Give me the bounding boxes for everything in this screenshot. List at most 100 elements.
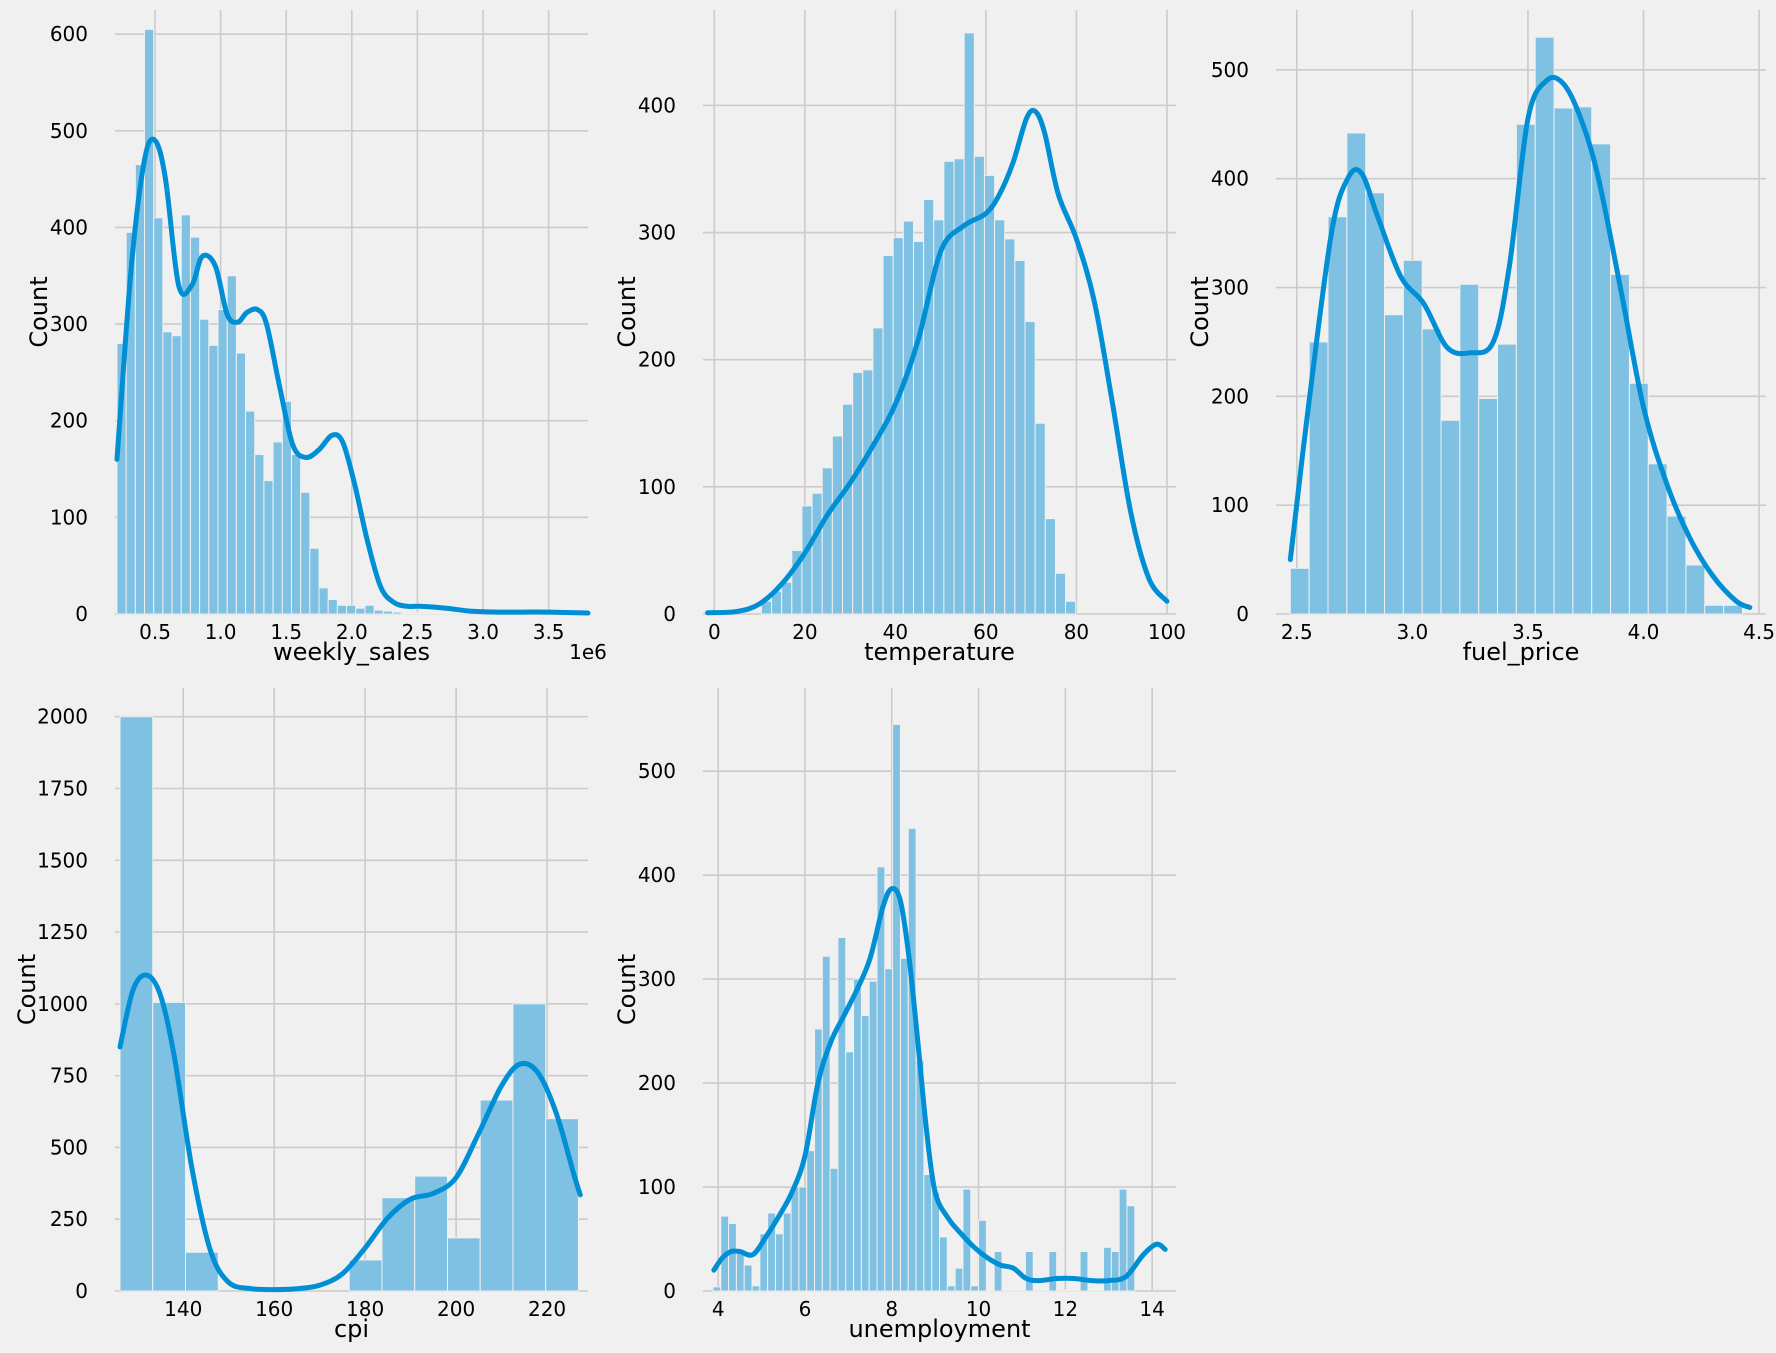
histogram-bar bbox=[1065, 600, 1077, 615]
histogram-bar bbox=[1478, 398, 1499, 615]
x-axis-label: fuel_price bbox=[1463, 638, 1580, 666]
histogram-panel-unemployment: 4 6 8 10 12 14 0 100 200 300 400 500 unemployment Cou… bbox=[613, 688, 1176, 1343]
y-tick-label: 1750 bbox=[37, 777, 88, 801]
histogram-bar bbox=[811, 492, 823, 615]
histogram-bar bbox=[1647, 463, 1668, 615]
histogram-bar bbox=[180, 214, 191, 615]
x-tick-label: 4.0 bbox=[1628, 620, 1660, 644]
histogram-bar bbox=[235, 352, 247, 615]
histogram-bar bbox=[923, 198, 935, 615]
histogram-bar bbox=[1071, 1289, 1081, 1292]
histogram-bar bbox=[907, 827, 917, 1292]
histogram-bar bbox=[1040, 1289, 1050, 1292]
histogram-bar bbox=[1095, 1289, 1105, 1292]
histogram-bar bbox=[821, 955, 831, 1292]
y-tick-label: 200 bbox=[638, 1071, 676, 1095]
y-tick-label: 400 bbox=[50, 215, 88, 239]
histogram-bar bbox=[882, 254, 894, 615]
y-tick-label: 400 bbox=[638, 863, 676, 887]
histogram-bar bbox=[806, 1150, 816, 1292]
histogram-bar bbox=[1553, 107, 1574, 615]
histogram-bar bbox=[447, 612, 458, 615]
histogram-bar bbox=[837, 937, 847, 1292]
histogram-bar bbox=[842, 403, 854, 615]
histogram-bar bbox=[318, 587, 329, 615]
histogram-bar bbox=[899, 957, 909, 1292]
y-tick-label: 300 bbox=[1211, 276, 1249, 300]
histogram-panel-weekly-sales: 0.5 1.0 1.5 2.0 2.5 3.0 3.5 0 100 200 300 400 500 600… bbox=[25, 10, 607, 666]
histogram-bar bbox=[751, 1285, 761, 1292]
histogram-bar bbox=[373, 609, 384, 615]
histogram-bar bbox=[1440, 419, 1461, 615]
histogram-bar bbox=[1384, 314, 1404, 615]
histogram-bar bbox=[1459, 283, 1480, 615]
histogram-bar bbox=[479, 1099, 514, 1292]
histogram-bar bbox=[1014, 260, 1026, 615]
histogram-bar bbox=[1110, 1250, 1120, 1292]
x-tick-label: 140 bbox=[164, 1297, 202, 1321]
x-tick-label: 40 bbox=[883, 620, 908, 644]
x-tick-label: 1.5 bbox=[270, 620, 302, 644]
histogram-bar bbox=[790, 1186, 800, 1292]
histogram-bars bbox=[119, 716, 579, 1292]
y-tick-label: 100 bbox=[1211, 493, 1249, 517]
histogram-bar bbox=[512, 1003, 547, 1292]
y-tick-label: 500 bbox=[50, 1135, 88, 1159]
histogram-bar bbox=[419, 612, 430, 615]
y-tick-label: 750 bbox=[50, 1064, 88, 1088]
x-tick-label: 3.0 bbox=[467, 620, 499, 644]
x-tick-label: 0.5 bbox=[139, 620, 171, 644]
histogram-bar bbox=[226, 275, 237, 615]
histogram-bar bbox=[1017, 1289, 1026, 1292]
histogram-bar bbox=[171, 335, 182, 615]
histogram-panel-cpi: 140 160 180 200 220 0 250 500 750 1000 1250 1500 175… bbox=[13, 688, 588, 1343]
histogram-bar bbox=[1421, 328, 1442, 615]
x-tick-label: 2.0 bbox=[336, 620, 368, 644]
histogram-bar bbox=[860, 1014, 870, 1292]
histogram-bar bbox=[309, 547, 320, 615]
y-tick-label: 1000 bbox=[37, 992, 88, 1016]
kde-curve bbox=[117, 972, 583, 1293]
y-axis-label: Count bbox=[13, 954, 41, 1025]
histogram-bar bbox=[1034, 422, 1046, 615]
histogram-bar bbox=[743, 1264, 753, 1292]
x-tick-label: 12 bbox=[1053, 1297, 1078, 1321]
x-tick-label: 200 bbox=[437, 1297, 475, 1321]
histogram-bar bbox=[1365, 192, 1386, 615]
histogram-bar bbox=[300, 491, 311, 615]
histogram-bar bbox=[208, 344, 219, 615]
histogram-bar bbox=[853, 978, 862, 1292]
kde-curve bbox=[1287, 74, 1753, 610]
histogram-bar bbox=[923, 1174, 933, 1292]
x-tick-label: 2.5 bbox=[402, 620, 434, 644]
histogram-bar bbox=[829, 1167, 839, 1292]
x-tick-label: 3.0 bbox=[1396, 620, 1428, 644]
histogram-bar bbox=[162, 331, 173, 615]
histogram-bar bbox=[801, 505, 813, 615]
histogram-bar bbox=[1327, 216, 1348, 615]
x-tick-label: 3.5 bbox=[533, 620, 565, 644]
histogram-bar bbox=[392, 611, 403, 615]
histogram-bar bbox=[943, 160, 955, 615]
x-tick-label: 180 bbox=[346, 1297, 384, 1321]
histogram-bar bbox=[954, 1267, 964, 1292]
histogram-bar bbox=[1063, 1289, 1073, 1292]
histogram-bar bbox=[153, 217, 164, 615]
histogram-bar bbox=[735, 1248, 745, 1292]
x-tick-label: 100 bbox=[1148, 620, 1186, 644]
histogram-bar bbox=[401, 612, 412, 615]
y-tick-label: 2000 bbox=[37, 705, 88, 729]
x-tick-label: 4.5 bbox=[1743, 620, 1775, 644]
histogram-bar bbox=[272, 441, 283, 615]
histogram-bar bbox=[1004, 238, 1016, 615]
histogram-bar bbox=[946, 1285, 956, 1292]
x-axis-label: unemployment bbox=[848, 1315, 1030, 1343]
histogram-bar bbox=[144, 28, 155, 615]
x-tick-label: 14 bbox=[1139, 1297, 1164, 1321]
y-tick-label: 200 bbox=[638, 348, 676, 372]
histogram-bar bbox=[970, 1285, 980, 1292]
histogram-bar bbox=[912, 240, 925, 615]
histogram-bar bbox=[821, 467, 833, 615]
histogram-bar bbox=[364, 604, 375, 615]
histogram-bar bbox=[1024, 321, 1036, 615]
